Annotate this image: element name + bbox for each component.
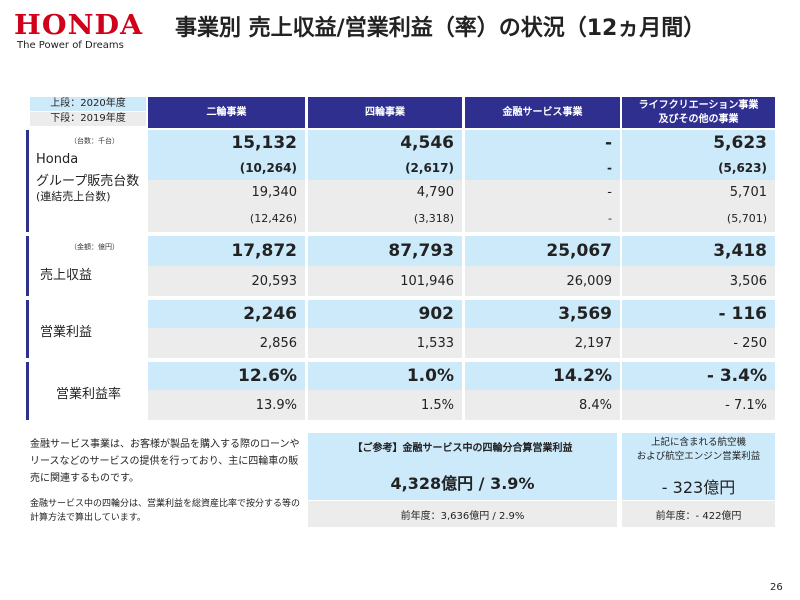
- table-cell: 87,793: [308, 236, 462, 266]
- unit-label: （台数：千台）: [70, 137, 119, 145]
- ref-box: 【ご参考】金融サービス中の四輪分合算営業利益 4,328億円 / 3.9%: [308, 433, 617, 500]
- section-bar: [26, 236, 29, 296]
- legend-upper: 上段：2020年度: [30, 97, 146, 111]
- table-cell: 1.5%: [308, 390, 462, 420]
- table-cell: -: [465, 130, 620, 155]
- table-cell: (5,623): [622, 155, 775, 180]
- table-cell: 13.9%: [148, 390, 305, 420]
- page-title: 事業別 売上収益/営業利益（率）の状況（12ヵ月間）: [175, 16, 706, 41]
- column-header: 二輪事業: [148, 97, 305, 128]
- column-header: 金融サービス事業: [465, 97, 620, 128]
- unit-label: （金額：億円）: [70, 243, 119, 251]
- table-cell: -: [465, 155, 620, 180]
- table-cell: 2,246: [148, 300, 305, 328]
- table-cell: 5,701: [622, 180, 775, 205]
- table-cell: -: [465, 205, 620, 232]
- table-cell: 2,856: [148, 328, 305, 358]
- table-cell: 3,506: [622, 266, 775, 296]
- page-number: 26: [770, 582, 783, 593]
- aero-prev: 前年度：- 422億円: [622, 501, 775, 527]
- table-cell: 4,546: [308, 130, 462, 155]
- table-cell: 26,009: [465, 266, 620, 296]
- table-cell: 14.2%: [465, 362, 620, 390]
- aero-box: 上記に含まれる航空機 および航空エンジン営業利益 - 323億円: [622, 433, 775, 500]
- section-bar: [26, 362, 29, 420]
- table-cell: - 7.1%: [622, 390, 775, 420]
- ref-value: 4,328億円 / 3.9%: [390, 474, 535, 493]
- tagline: The Power of Dreams: [17, 40, 124, 51]
- table-cell: - 3.4%: [622, 362, 775, 390]
- honda-logo: HONDA: [14, 10, 144, 41]
- table-cell: 1,533: [308, 328, 462, 358]
- row-label: 営業利益率: [56, 387, 122, 402]
- note-allocation: 金融サービス中の四輪分は、営業利益を総資産比率で按分する等の計算方法で算出してい…: [30, 499, 301, 523]
- table-cell: 902: [308, 300, 462, 328]
- table-cell: 3,569: [465, 300, 620, 328]
- table-cell: (12,426): [148, 205, 305, 232]
- row-label: 売上収益: [40, 268, 93, 283]
- table-cell: 17,872: [148, 236, 305, 266]
- table-cell: 19,340: [148, 180, 305, 205]
- aero-value: - 323億円: [661, 477, 736, 497]
- table-cell: 101,946: [308, 266, 462, 296]
- table-cell: 5,623: [622, 130, 775, 155]
- table-cell: 15,132: [148, 130, 305, 155]
- column-header: ライフクリエーション事業 及びその他の事業: [622, 97, 775, 128]
- table-cell: 12.6%: [148, 362, 305, 390]
- table-cell: -: [465, 180, 620, 205]
- row-label: 営業利益: [40, 325, 93, 340]
- table-cell: (2,617): [308, 155, 462, 180]
- legend-lower: 下段：2019年度: [30, 112, 146, 126]
- ref-title: 【ご参考】金融サービス中の四輪分合算営業利益: [352, 443, 573, 454]
- table-cell: (10,264): [148, 155, 305, 180]
- table-cell: 1.0%: [308, 362, 462, 390]
- row-label: (連結売上台数): [36, 190, 111, 203]
- table-cell: - 250: [622, 328, 775, 358]
- table-cell: - 116: [622, 300, 775, 328]
- row-label: Honda: [36, 152, 79, 167]
- table-cell: 8.4%: [465, 390, 620, 420]
- table-cell: 3,418: [622, 236, 775, 266]
- section-bar: [26, 300, 29, 358]
- aero-title: 上記に含まれる航空機 および航空エンジン営業利益: [636, 436, 761, 462]
- column-header: 四輪事業: [308, 97, 462, 128]
- table-cell: (5,701): [622, 205, 775, 232]
- table-cell: 25,067: [465, 236, 620, 266]
- table-cell: 2,197: [465, 328, 620, 358]
- row-label: グループ販売台数: [36, 174, 140, 189]
- table-cell: 20,593: [148, 266, 305, 296]
- ref-prev: 前年度：3,636億円 / 2.9%: [308, 501, 617, 527]
- table-cell: (3,318): [308, 205, 462, 232]
- note-financial: 金融サービス事業は、お客様が製品を購入する際のローンやリースなどのサービスの提供…: [30, 439, 300, 484]
- table-cell: 4,790: [308, 180, 462, 205]
- section-bar: [26, 130, 29, 232]
